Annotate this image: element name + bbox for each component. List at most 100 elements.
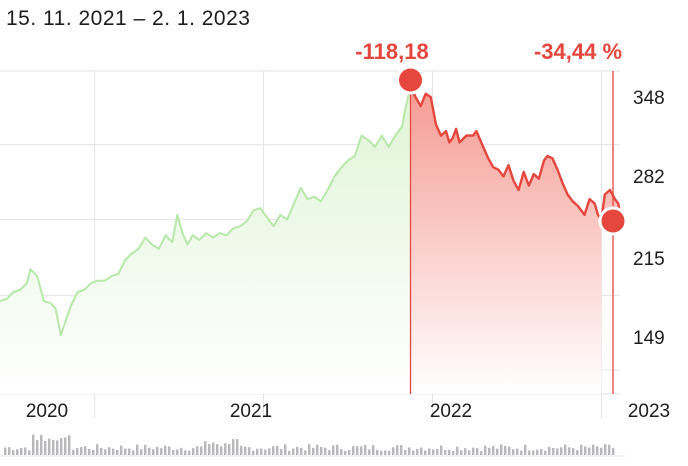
volume-bar — [328, 450, 331, 455]
volume-bar — [48, 438, 51, 455]
volume-bar — [376, 449, 379, 455]
volume-bar — [348, 449, 351, 455]
volume-bar — [316, 444, 319, 455]
volume-bar — [444, 450, 447, 455]
y-tick-label: 282 — [633, 167, 665, 188]
volume-bar — [516, 448, 519, 455]
volume-bar — [356, 446, 359, 455]
volume-bar — [176, 449, 179, 455]
volume-bar — [64, 437, 67, 455]
change-value: -118,18 — [355, 39, 428, 64]
volume-bar — [592, 444, 595, 455]
volume-bar — [540, 448, 543, 455]
volume-bar — [456, 446, 459, 455]
volume-bar — [200, 446, 203, 455]
volume-bar — [308, 444, 311, 455]
volume-bar — [576, 450, 579, 455]
volume-bar — [100, 447, 103, 455]
volume-bar — [168, 446, 171, 455]
volume-bar — [608, 444, 611, 455]
volume-bar — [332, 445, 335, 455]
volume-bar — [424, 450, 427, 455]
volume-bar — [560, 447, 563, 455]
volume-bar — [20, 447, 23, 455]
series-line — [0, 86, 412, 337]
volume-bar — [448, 449, 451, 455]
volume-bar — [392, 447, 395, 455]
x-tick-label: 2021 — [230, 401, 272, 422]
volume-bar — [128, 448, 131, 455]
volume-bar — [412, 450, 415, 455]
volume-bar — [548, 446, 551, 455]
volume-bar — [284, 444, 287, 455]
volume-bar — [384, 450, 387, 455]
volume-bar — [180, 447, 183, 455]
volume-bar — [44, 440, 47, 455]
volume-bar — [604, 444, 607, 455]
volume-bar — [380, 450, 383, 455]
volume-bar — [520, 450, 523, 455]
volume-bar — [80, 447, 83, 455]
volume-bar — [292, 448, 295, 455]
change-percent: -34,44 % — [534, 39, 622, 64]
volume-bar — [72, 449, 75, 455]
volume-strip — [0, 434, 625, 457]
volume-bar — [404, 449, 407, 455]
volume-bar — [116, 449, 119, 455]
volume-bar — [484, 445, 487, 455]
y-tick-label: 215 — [633, 249, 665, 270]
volume-bar — [92, 449, 95, 455]
volume-bar — [4, 447, 7, 455]
volume-bar — [364, 444, 367, 455]
y-axis: 149 215 282 348 — [633, 88, 665, 349]
volume-bar — [388, 450, 391, 455]
volume-bar — [440, 445, 443, 455]
volume-bar — [140, 449, 143, 455]
series-area — [0, 87, 411, 394]
volume-bar — [464, 448, 467, 455]
volume-bar — [556, 448, 559, 455]
volume-bar — [572, 448, 575, 455]
volume-bar — [172, 450, 175, 455]
volume-bar — [228, 444, 231, 455]
volume-bar — [252, 450, 255, 455]
volume-bar — [296, 446, 299, 455]
volume-bar — [324, 447, 327, 455]
volume-bar — [28, 450, 31, 455]
volume-bar — [152, 449, 155, 455]
volume-bar — [304, 450, 307, 455]
volume-bar — [268, 448, 271, 455]
areas — [0, 87, 620, 394]
y-tick-label: 149 — [633, 328, 665, 349]
volume-bar — [52, 439, 55, 455]
x-tick-label: 2023 — [628, 401, 670, 422]
volume-bar — [288, 450, 291, 455]
volume-bar — [196, 446, 199, 455]
volume-bar — [460, 450, 463, 455]
volume-bar — [56, 440, 59, 455]
volume-bar — [184, 450, 187, 455]
volume-bar — [596, 446, 599, 455]
volume-bar — [84, 446, 87, 455]
volume-bar — [612, 448, 615, 455]
volume-bar — [420, 447, 423, 455]
volume-bar — [580, 444, 583, 455]
volume-bar — [244, 446, 247, 455]
volume-bar — [408, 447, 411, 455]
volume-bar — [264, 449, 267, 455]
volume-bar — [16, 449, 19, 455]
x-tick-label: 2020 — [26, 401, 68, 422]
volume-bar — [188, 450, 191, 455]
volume-bar — [564, 444, 567, 455]
volume-bar — [120, 445, 123, 455]
volume-bar — [360, 446, 363, 455]
volume-bar — [312, 447, 315, 455]
volume-bar — [8, 447, 11, 455]
volume-bar — [524, 444, 527, 455]
volume-bar — [124, 448, 127, 455]
volume-bar — [432, 449, 435, 455]
selection-range — [396, 65, 628, 394]
volume-bar — [512, 449, 515, 455]
x-axis: 2020 2021 2022 2023 — [26, 401, 670, 422]
